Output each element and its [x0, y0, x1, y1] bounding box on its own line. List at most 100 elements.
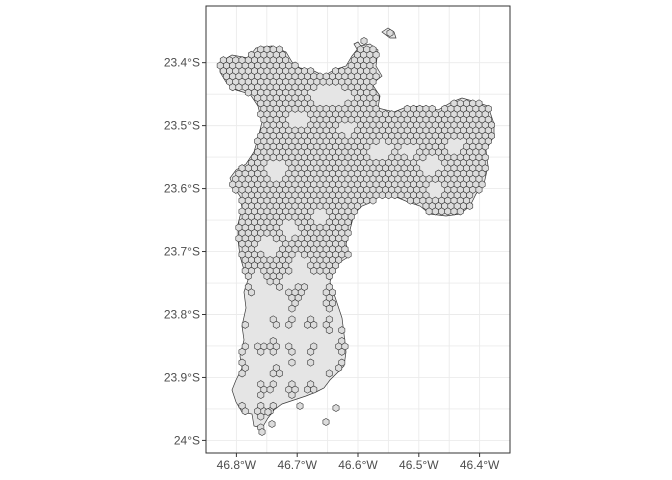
- hex-cell: [338, 326, 346, 335]
- hex-cell: [269, 347, 277, 356]
- x-axis-labels: 46.8°W 46.7°W 46.6°W 46.5°W 46.4°W: [217, 458, 500, 472]
- hex-cell: [316, 202, 324, 210]
- hex-cell: [385, 191, 392, 200]
- hex-cell: [431, 207, 439, 216]
- hex-cell: [307, 358, 315, 367]
- hex-cell: [431, 175, 439, 183]
- hex-cell: [347, 115, 355, 124]
- hex-cell: [304, 385, 311, 394]
- hex-cell: [413, 196, 421, 205]
- hex-cell: [341, 115, 349, 124]
- hex-cell: [266, 277, 274, 286]
- hex-cell: [285, 266, 293, 275]
- hex-cell: [310, 385, 318, 394]
- hex-cell: [285, 212, 293, 221]
- hex-cell: [257, 347, 265, 356]
- hex-cell: [425, 207, 433, 216]
- hex-cell: [291, 104, 299, 113]
- hex-cell: [285, 320, 293, 329]
- hexagon-grid: [216, 29, 495, 436]
- hex-cell: [397, 191, 405, 200]
- hex-cell: [264, 408, 272, 416]
- y-tick-label: 24°S: [174, 433, 200, 447]
- hex-cell: [325, 272, 333, 281]
- hex-cell: [450, 207, 458, 216]
- y-tick-label: 23.9°S: [164, 370, 200, 384]
- hex-cell: [372, 137, 380, 146]
- hex-cell: [444, 207, 452, 216]
- hex-cell: [316, 266, 324, 275]
- x-tick-label: 46.4°W: [460, 458, 500, 472]
- x-tick-label: 46.7°W: [277, 458, 317, 472]
- hex-cell: [410, 137, 417, 146]
- hex-cell: [269, 153, 277, 162]
- axis-ticks: [202, 62, 481, 457]
- hex-cell: [419, 153, 427, 162]
- hex-cell: [238, 347, 246, 356]
- y-tick-label: 23.7°S: [164, 245, 200, 259]
- hex-cell: [304, 320, 311, 329]
- x-tick-label: 46.6°W: [338, 458, 378, 472]
- hex-cell: [325, 326, 333, 335]
- hex-cell: [378, 191, 386, 200]
- hex-cell: [288, 391, 296, 399]
- hex-cell: [310, 266, 318, 275]
- hex-cell: [335, 364, 343, 372]
- hex-cell: [307, 347, 315, 356]
- hex-cell: [369, 196, 377, 205]
- hex-cell: [238, 369, 246, 378]
- hex-cell: [475, 185, 483, 194]
- hex-cell: [268, 420, 276, 428]
- hex-cell: [248, 288, 255, 297]
- hex-cell: [310, 83, 318, 92]
- hex-cell: [257, 391, 265, 399]
- hex-cell: [266, 385, 274, 394]
- hex-cell: [391, 191, 399, 200]
- hex-cell: [403, 137, 411, 146]
- hex-cell: [438, 207, 445, 216]
- hex-cell: [344, 250, 352, 259]
- y-tick-label: 23.8°S: [164, 307, 200, 321]
- hex-cell: [241, 320, 249, 329]
- hex-cell: [407, 196, 414, 205]
- hex-cell: [244, 88, 252, 97]
- hex-cell: [288, 304, 296, 313]
- hex-cell: [297, 104, 305, 113]
- hex-cell: [363, 196, 371, 205]
- hex-cell: [244, 272, 252, 281]
- hex-cell: [272, 234, 280, 243]
- y-tick-label: 23.6°S: [164, 182, 200, 196]
- hex-cell: [338, 347, 346, 356]
- hex-cell: [341, 83, 349, 92]
- hex-cell: [325, 369, 333, 378]
- hex-cell: [450, 131, 458, 140]
- hex-cell: [322, 418, 330, 426]
- hex-cell: [269, 369, 277, 378]
- hex-cell: [276, 369, 283, 378]
- hex-cell: [288, 347, 296, 356]
- hex-cell: [296, 402, 304, 410]
- hex-cell: [456, 131, 464, 140]
- hex-cell: [301, 250, 308, 259]
- hex-cell: [272, 320, 280, 329]
- hex-cell: [258, 428, 266, 436]
- hex-cell: [319, 77, 327, 86]
- hex-cell: [257, 412, 265, 421]
- y-tick-label: 23.5°S: [164, 119, 200, 133]
- hex-cell: [276, 153, 283, 162]
- hex-cell: [386, 29, 394, 37]
- hex-cell: [325, 77, 333, 86]
- hex-cell: [310, 320, 318, 329]
- hex-cell: [232, 185, 240, 194]
- hex-cell: [332, 404, 340, 412]
- hex-cell: [466, 202, 474, 210]
- hex-cell: [263, 229, 271, 237]
- hex-cell: [288, 358, 296, 367]
- hex-cell: [241, 407, 249, 416]
- y-tick-label: 23.4°S: [164, 56, 200, 70]
- hex-cell: [360, 37, 368, 45]
- hex-cell: [235, 83, 243, 92]
- hex-cell: [456, 207, 464, 216]
- hex-cell: [428, 148, 436, 156]
- x-tick-label: 46.8°W: [217, 458, 257, 472]
